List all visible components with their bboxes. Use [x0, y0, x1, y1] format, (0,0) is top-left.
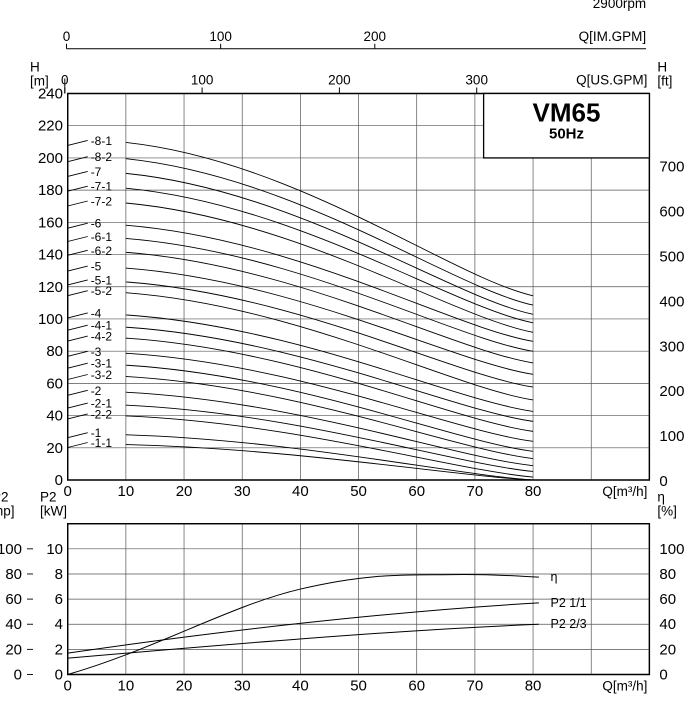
svg-text:0: 0 — [55, 472, 63, 489]
svg-text:500: 500 — [659, 248, 684, 265]
svg-text:-5: -5 — [91, 260, 102, 274]
svg-text:20: 20 — [176, 483, 193, 500]
svg-text:H: H — [30, 60, 40, 75]
svg-text:180: 180 — [38, 182, 63, 199]
svg-text:-6-2: -6-2 — [91, 244, 113, 258]
svg-text:10: 10 — [118, 678, 135, 695]
svg-text:-6-1: -6-1 — [91, 230, 113, 244]
svg-text:80: 80 — [525, 483, 542, 500]
svg-text:2: 2 — [55, 641, 63, 658]
svg-text:P2 1/1: P2 1/1 — [551, 596, 587, 610]
svg-text:P2: P2 — [0, 490, 9, 505]
svg-text:80: 80 — [659, 566, 676, 583]
svg-text:[hp]: [hp] — [0, 504, 15, 519]
svg-text:60: 60 — [408, 483, 425, 500]
svg-text:-6: -6 — [91, 217, 102, 231]
svg-text:Q[US.GPM]: Q[US.GPM] — [576, 73, 647, 88]
svg-text:-8-1: -8-1 — [91, 134, 113, 148]
svg-text:100: 100 — [659, 541, 684, 558]
svg-text:60: 60 — [659, 591, 676, 608]
svg-text:400: 400 — [659, 293, 684, 310]
svg-text:η: η — [551, 570, 558, 584]
svg-text:Q[IM.GPM]: Q[IM.GPM] — [579, 29, 647, 44]
svg-text:20: 20 — [176, 678, 193, 695]
svg-text:H: H — [657, 60, 667, 75]
svg-text:20: 20 — [46, 440, 63, 457]
svg-text:100: 100 — [191, 73, 214, 88]
svg-text:[kW]: [kW] — [40, 504, 67, 519]
svg-text:30: 30 — [234, 678, 251, 695]
svg-text:300: 300 — [465, 73, 488, 88]
svg-text:0: 0 — [64, 678, 72, 695]
svg-text:200: 200 — [328, 73, 351, 88]
svg-text:40: 40 — [5, 616, 22, 633]
svg-text:240: 240 — [38, 86, 63, 103]
svg-text:50: 50 — [350, 483, 367, 500]
svg-text:Q[m³/h]: Q[m³/h] — [602, 484, 647, 499]
svg-text:70: 70 — [467, 678, 484, 695]
svg-text:-1-1: -1-1 — [91, 436, 113, 450]
svg-text:100: 100 — [38, 311, 63, 328]
svg-text:-2-2: -2-2 — [91, 407, 113, 421]
svg-text:-5-2: -5-2 — [91, 284, 113, 298]
svg-text:0: 0 — [659, 667, 667, 684]
svg-text:200: 200 — [364, 29, 387, 44]
svg-text:10: 10 — [118, 483, 135, 500]
svg-text:P2 2/3: P2 2/3 — [551, 617, 587, 631]
svg-text:200: 200 — [659, 383, 684, 400]
svg-text:-7-1: -7-1 — [91, 180, 113, 194]
svg-text:600: 600 — [659, 204, 684, 221]
svg-text:-7-2: -7-2 — [91, 195, 113, 209]
svg-text:-8-2: -8-2 — [91, 150, 113, 164]
svg-text:60: 60 — [408, 678, 425, 695]
svg-text:70: 70 — [467, 483, 484, 500]
svg-text:0: 0 — [659, 473, 667, 490]
svg-text:30: 30 — [234, 483, 251, 500]
svg-text:-7: -7 — [91, 165, 102, 179]
svg-text:100: 100 — [0, 541, 22, 558]
svg-text:20: 20 — [659, 641, 676, 658]
svg-text:80: 80 — [5, 566, 22, 583]
svg-text:40: 40 — [659, 616, 676, 633]
svg-text:2900rpm: 2900rpm — [593, 0, 646, 11]
svg-text:300: 300 — [659, 338, 684, 355]
svg-text:140: 140 — [38, 247, 63, 264]
svg-text:10: 10 — [46, 541, 63, 558]
svg-text:η: η — [657, 490, 665, 505]
svg-text:50Hz: 50Hz — [549, 126, 584, 143]
svg-text:40: 40 — [292, 678, 309, 695]
svg-text:0: 0 — [14, 667, 22, 684]
svg-text:200: 200 — [38, 150, 63, 167]
svg-text:-3-2: -3-2 — [91, 368, 113, 382]
svg-text:100: 100 — [659, 428, 684, 445]
svg-text:0: 0 — [55, 667, 63, 684]
svg-text:P2: P2 — [40, 490, 57, 505]
svg-text:100: 100 — [209, 29, 232, 44]
svg-text:700: 700 — [659, 159, 684, 176]
svg-text:[%]: [%] — [657, 504, 677, 519]
svg-text:80: 80 — [525, 678, 542, 695]
svg-text:4: 4 — [55, 616, 63, 633]
svg-text:0: 0 — [63, 29, 71, 44]
svg-text:40: 40 — [46, 408, 63, 425]
svg-text:120: 120 — [38, 279, 63, 296]
svg-text:[ft]: [ft] — [657, 74, 672, 89]
svg-text:80: 80 — [46, 343, 63, 360]
svg-text:6: 6 — [55, 591, 63, 608]
svg-text:0: 0 — [64, 483, 72, 500]
svg-text:50: 50 — [350, 678, 367, 695]
svg-text:8: 8 — [55, 566, 63, 583]
svg-text:20: 20 — [5, 641, 22, 658]
svg-text:Q[m³/h]: Q[m³/h] — [602, 679, 647, 694]
svg-text:160: 160 — [38, 214, 63, 231]
svg-text:60: 60 — [46, 375, 63, 392]
svg-text:60: 60 — [5, 591, 22, 608]
svg-text:-4-2: -4-2 — [91, 330, 113, 344]
svg-text:VM65: VM65 — [533, 98, 601, 128]
svg-text:220: 220 — [38, 118, 63, 135]
svg-text:40: 40 — [292, 483, 309, 500]
